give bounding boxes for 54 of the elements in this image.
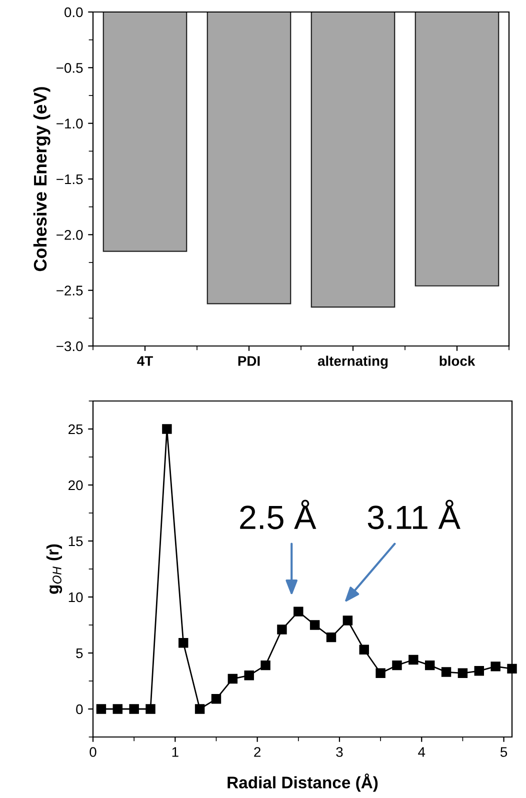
- point: [326, 632, 336, 642]
- point: [392, 660, 402, 670]
- point: [310, 620, 320, 630]
- point: [178, 638, 188, 648]
- point: [194, 704, 205, 714]
- point: [359, 644, 369, 654]
- x-axis-title: Radial Distance (Å): [228, 774, 378, 792]
- y-tick-label: −1.5: [56, 174, 83, 184]
- point: [490, 662, 500, 672]
- y-tick-label: 0: [76, 704, 83, 714]
- point: [129, 704, 139, 714]
- x-tick-label: block: [440, 356, 476, 366]
- point: [507, 664, 517, 674]
- point: [458, 668, 468, 678]
- point: [424, 660, 435, 670]
- x-tick-label: 3: [336, 747, 343, 757]
- point: [112, 704, 123, 714]
- y-tick-label: −3.0: [56, 341, 83, 352]
- point: [277, 624, 287, 634]
- point: [342, 616, 353, 626]
- y-tick-label: −2.0: [56, 230, 83, 240]
- point: [408, 654, 418, 665]
- point: [294, 606, 304, 616]
- y-tick-label: −1.0: [56, 118, 83, 129]
- y-axis-title: g$_{OH}$ (r): [46, 544, 62, 594]
- y-tick-label: −0.5: [56, 63, 83, 73]
- point: [474, 666, 484, 676]
- y-tick-label: 15: [68, 536, 83, 546]
- point: [211, 694, 222, 704]
- y-tick-label: 10: [68, 592, 83, 602]
- y-tick-label: 20: [68, 480, 83, 490]
- x-tick-label: 4T: [137, 356, 153, 366]
- x-tick-label: 2: [254, 747, 260, 757]
- y-tick-label: 0.0: [64, 7, 83, 18]
- y-axis-title: Cohesive Energy (eV): [33, 87, 50, 272]
- x-tick-label: 4: [418, 747, 426, 757]
- x-tick-label: 1: [172, 747, 178, 757]
- x-tick-label: 5: [500, 747, 508, 757]
- point: [146, 704, 156, 714]
- annotation: 3.11 Å: [368, 500, 460, 530]
- x-tick-label: alternating: [318, 356, 388, 369]
- y-tick-label: 5: [76, 648, 83, 658]
- y-tick-label: −2.5: [56, 286, 83, 296]
- point: [162, 424, 172, 434]
- point: [376, 668, 386, 678]
- point: [228, 674, 238, 684]
- annotation: 2.5 Å: [240, 500, 316, 530]
- point: [96, 704, 106, 714]
- y-tick-label: 25: [68, 424, 83, 434]
- point: [260, 660, 270, 670]
- point: [244, 670, 254, 680]
- x-tick-label: 0: [90, 747, 96, 757]
- x-tick-label: PDI: [238, 356, 260, 366]
- point: [441, 667, 452, 677]
